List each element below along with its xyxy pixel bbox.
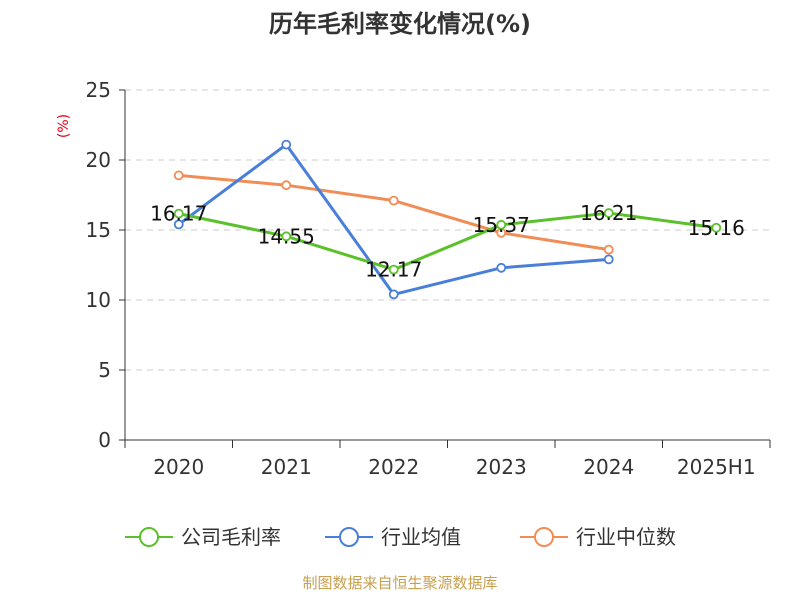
data-label-2022: 12.17 (365, 258, 422, 282)
x-tick-label-2020: 2020 (153, 455, 204, 479)
point-0-2024 (603, 208, 614, 218)
x-tick-label-2025H1: 2025H1 (677, 455, 756, 479)
legend-marker-2 (534, 527, 554, 547)
series-line-2 (178, 173, 609, 252)
data-label-2020: 16.17 (150, 202, 207, 226)
point-1-2020 (173, 219, 184, 230)
point-2-2024 (603, 244, 614, 255)
x-tick-label-2022: 2022 (368, 455, 419, 479)
point-0-2020 (173, 208, 184, 219)
data-label-2023: 15.37 (473, 213, 530, 237)
data-source-note: 制图数据来自恒生聚源数据库 (302, 574, 497, 592)
chart-title: 历年毛利率变化情况(%) (269, 10, 531, 38)
point-1-2023 (496, 262, 507, 273)
x-tick-label-2024: 2024 (583, 455, 634, 479)
y-tick-label-25: 25 (86, 78, 111, 102)
point-2-2020 (173, 170, 184, 181)
data-labels: 16.17 14.55 12.17 15.37 16.21 15.16 (150, 201, 745, 282)
point-0-2021 (281, 231, 292, 242)
legend: 公司毛利率 行业均值 行业中位数 (125, 525, 676, 549)
data-label-2021: 14.55 (258, 224, 315, 248)
y-tick-label-5: 5 (98, 358, 111, 382)
legend-marker-1 (339, 527, 359, 547)
legend-label-0: 公司毛利率 (181, 525, 281, 549)
data-label-2024: 16.21 (580, 201, 637, 225)
point-0-2023 (496, 219, 507, 230)
y-axis-unit-label: (%) (56, 114, 72, 138)
y-tick-label-0: 0 (98, 428, 111, 452)
x-tick-label-2023: 2023 (476, 455, 527, 479)
legend-marker-0 (139, 527, 159, 547)
gridlines (125, 89, 770, 371)
point-1-2022 (388, 289, 399, 300)
data-label-2025H1: 15.16 (688, 216, 745, 240)
point-0-2022 (388, 264, 399, 275)
x-tick-label-2021: 2021 (261, 455, 312, 479)
point-2-2021 (281, 180, 292, 191)
y-tick-label-20: 20 (86, 148, 111, 172)
point-1-2021 (281, 139, 292, 150)
y-tick-label-10: 10 (86, 288, 111, 312)
point-1-2024 (603, 254, 614, 265)
series-line-0 (178, 211, 717, 272)
axes: 0 5 10 15 20 25 2020 2021 2022 2023 2024 2025H1 (86, 78, 771, 479)
legend-label-2: 行业中位数 (576, 525, 676, 549)
y-tick-label-15: 15 (86, 218, 111, 242)
point-0-2025H1 (711, 222, 722, 233)
series-lines (173, 139, 722, 300)
legend-label-1: 行业均值 (381, 525, 461, 549)
point-2-2022 (388, 195, 399, 206)
